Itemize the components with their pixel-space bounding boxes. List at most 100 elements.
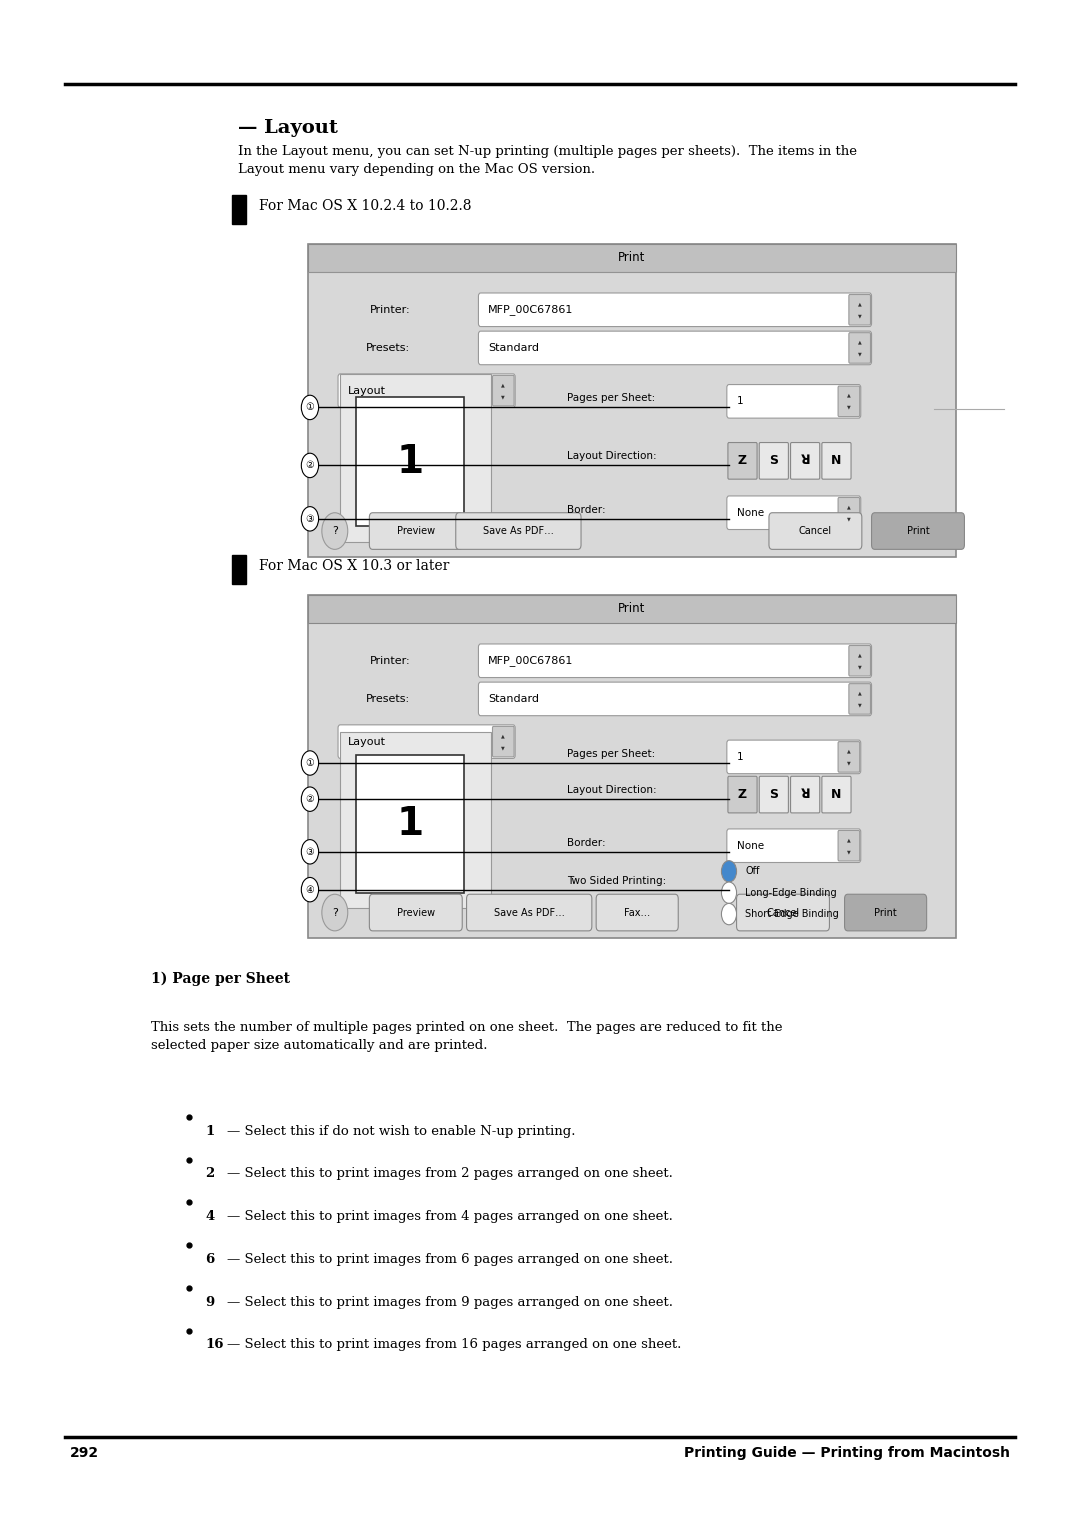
Text: ▼: ▼ bbox=[501, 745, 505, 751]
Text: — Select this to print images from 16 pages arranged on one sheet.: — Select this to print images from 16 pa… bbox=[227, 1338, 681, 1352]
Circle shape bbox=[301, 787, 319, 812]
FancyBboxPatch shape bbox=[596, 894, 678, 931]
Text: ▲: ▲ bbox=[847, 504, 851, 510]
Text: Z: Z bbox=[738, 455, 747, 467]
Text: Standard: Standard bbox=[488, 343, 539, 353]
Text: Two Sided Printing:: Two Sided Printing: bbox=[567, 876, 666, 885]
FancyBboxPatch shape bbox=[791, 777, 820, 813]
Text: ③: ③ bbox=[306, 847, 314, 856]
Text: Preview: Preview bbox=[396, 526, 435, 536]
Text: Border:: Border: bbox=[567, 505, 606, 514]
Text: ▲: ▲ bbox=[501, 732, 505, 739]
Text: ▲: ▲ bbox=[858, 301, 862, 307]
Text: S: S bbox=[769, 787, 779, 801]
Text: ꓤ: ꓤ bbox=[800, 455, 810, 467]
Text: 1: 1 bbox=[737, 752, 743, 761]
FancyBboxPatch shape bbox=[759, 443, 788, 479]
FancyBboxPatch shape bbox=[338, 725, 515, 758]
FancyBboxPatch shape bbox=[845, 894, 927, 931]
Text: Z: Z bbox=[738, 787, 747, 801]
FancyBboxPatch shape bbox=[769, 513, 862, 549]
Circle shape bbox=[721, 882, 737, 903]
Text: Off: Off bbox=[745, 867, 759, 876]
Text: Layout Direction:: Layout Direction: bbox=[567, 784, 657, 795]
FancyBboxPatch shape bbox=[478, 293, 872, 327]
Text: Print: Print bbox=[618, 252, 646, 264]
Text: 1: 1 bbox=[396, 443, 424, 481]
Text: Layout Direction:: Layout Direction: bbox=[567, 452, 657, 461]
Text: Fax…: Fax… bbox=[624, 908, 650, 917]
Text: — Select this to print images from 4 pages arranged on one sheet.: — Select this to print images from 4 pag… bbox=[227, 1210, 673, 1224]
FancyBboxPatch shape bbox=[727, 385, 861, 418]
Circle shape bbox=[301, 453, 319, 478]
Text: 16: 16 bbox=[205, 1338, 224, 1352]
FancyBboxPatch shape bbox=[849, 333, 870, 363]
Circle shape bbox=[301, 877, 319, 902]
Text: Print: Print bbox=[874, 908, 897, 917]
Text: In the Layout menu, you can set N-up printing (multiple pages per sheets).  The : In the Layout menu, you can set N-up pri… bbox=[238, 145, 856, 175]
Text: S: S bbox=[769, 455, 779, 467]
Circle shape bbox=[721, 903, 737, 925]
Text: ▲: ▲ bbox=[858, 339, 862, 345]
FancyBboxPatch shape bbox=[492, 375, 514, 406]
Text: Printer:: Printer: bbox=[369, 305, 410, 314]
Text: ▼: ▼ bbox=[858, 664, 862, 670]
Circle shape bbox=[322, 513, 348, 549]
FancyBboxPatch shape bbox=[838, 497, 860, 528]
Text: ②: ② bbox=[306, 794, 314, 804]
Text: ▲: ▲ bbox=[858, 690, 862, 696]
Text: ▼: ▼ bbox=[501, 394, 505, 400]
Text: 1: 1 bbox=[205, 1125, 215, 1138]
Text: ▼: ▼ bbox=[858, 351, 862, 357]
Text: 1: 1 bbox=[396, 806, 424, 842]
Text: Pages per Sheet:: Pages per Sheet: bbox=[567, 394, 656, 403]
Text: — Layout: — Layout bbox=[238, 119, 337, 137]
Text: — Select this to print images from 9 pages arranged on one sheet.: — Select this to print images from 9 pag… bbox=[227, 1296, 673, 1309]
Bar bbox=[356, 755, 464, 893]
Text: MFP_00C67861: MFP_00C67861 bbox=[488, 304, 573, 316]
Text: Standard: Standard bbox=[488, 694, 539, 703]
Circle shape bbox=[322, 894, 348, 931]
Text: Layout: Layout bbox=[348, 386, 386, 395]
Text: This sets the number of multiple pages printed on one sheet.  The pages are redu: This sets the number of multiple pages p… bbox=[151, 1021, 783, 1051]
Text: Printer:: Printer: bbox=[369, 656, 410, 665]
Text: ①: ① bbox=[306, 403, 314, 412]
Text: Cancel: Cancel bbox=[767, 908, 799, 917]
Text: N: N bbox=[832, 455, 841, 467]
FancyBboxPatch shape bbox=[822, 777, 851, 813]
FancyBboxPatch shape bbox=[791, 443, 820, 479]
Text: Short Edge Binding: Short Edge Binding bbox=[745, 909, 839, 919]
Text: — Select this to print images from 2 pages arranged on one sheet.: — Select this to print images from 2 pag… bbox=[227, 1167, 673, 1181]
FancyBboxPatch shape bbox=[838, 386, 860, 417]
Text: ▼: ▼ bbox=[858, 702, 862, 708]
FancyBboxPatch shape bbox=[478, 644, 872, 678]
FancyBboxPatch shape bbox=[849, 684, 870, 714]
FancyBboxPatch shape bbox=[849, 645, 870, 676]
Bar bbox=[232, 555, 246, 584]
Text: ▲: ▲ bbox=[501, 382, 505, 388]
Text: Save As PDF…: Save As PDF… bbox=[483, 526, 554, 536]
Text: ▼: ▼ bbox=[847, 404, 851, 410]
Circle shape bbox=[721, 861, 737, 882]
FancyBboxPatch shape bbox=[728, 443, 757, 479]
Text: — Select this if do not wish to enable N-up printing.: — Select this if do not wish to enable N… bbox=[227, 1125, 576, 1138]
FancyBboxPatch shape bbox=[478, 331, 872, 365]
FancyBboxPatch shape bbox=[727, 740, 861, 774]
Text: Print: Print bbox=[906, 526, 930, 536]
Text: ꓤ: ꓤ bbox=[800, 787, 810, 801]
Text: For Mac OS X 10.3 or later: For Mac OS X 10.3 or later bbox=[259, 559, 449, 574]
Text: ▼: ▼ bbox=[847, 850, 851, 855]
Text: 6: 6 bbox=[205, 1253, 215, 1267]
FancyBboxPatch shape bbox=[728, 777, 757, 813]
FancyBboxPatch shape bbox=[838, 830, 860, 861]
Text: 2: 2 bbox=[205, 1167, 215, 1181]
Bar bbox=[308, 244, 956, 272]
FancyBboxPatch shape bbox=[727, 496, 861, 530]
FancyBboxPatch shape bbox=[838, 742, 860, 772]
Text: ?: ? bbox=[332, 908, 338, 917]
Bar bbox=[340, 374, 491, 542]
FancyBboxPatch shape bbox=[727, 829, 861, 862]
Text: ▼: ▼ bbox=[858, 313, 862, 319]
Text: Presets:: Presets: bbox=[366, 343, 410, 353]
Text: MFP_00C67861: MFP_00C67861 bbox=[488, 655, 573, 667]
